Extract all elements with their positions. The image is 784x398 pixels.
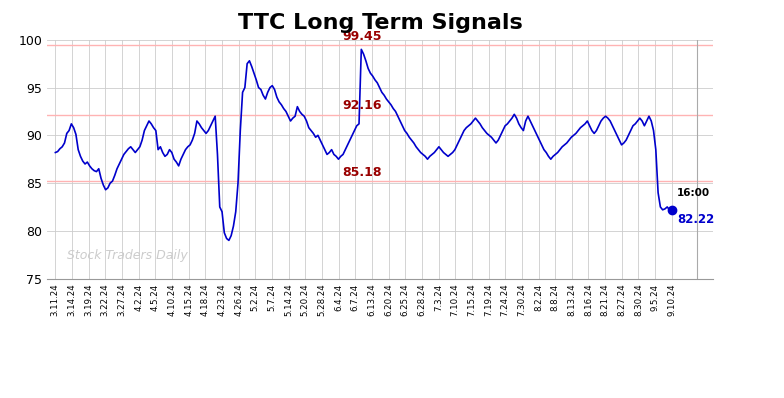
Text: 99.45: 99.45 bbox=[342, 30, 382, 43]
Text: 92.16: 92.16 bbox=[342, 99, 382, 112]
Text: 85.18: 85.18 bbox=[342, 166, 382, 179]
Text: Stock Traders Daily: Stock Traders Daily bbox=[67, 249, 188, 262]
Title: TTC Long Term Signals: TTC Long Term Signals bbox=[238, 13, 523, 33]
Text: 16:00: 16:00 bbox=[677, 188, 710, 198]
Text: 82.22: 82.22 bbox=[677, 213, 714, 226]
